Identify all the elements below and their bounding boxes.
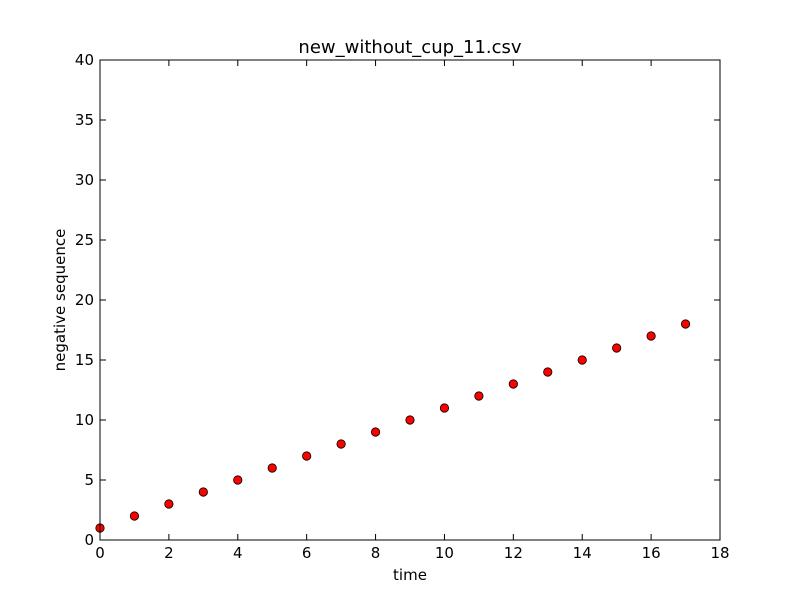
chart-title: new_without_cup_11.csv — [298, 37, 522, 58]
x-tick-label: 10 — [435, 544, 454, 562]
y-tick-label: 15 — [75, 351, 94, 369]
x-tick-label: 2 — [164, 544, 174, 562]
data-point — [164, 499, 174, 509]
data-point — [370, 427, 381, 437]
plot-area — [100, 60, 720, 540]
data-point — [508, 379, 518, 389]
tick-labels: 0 2 4 6 8 10 12 14 16 18 0 5 10 15 20 25 30 35 40 — [75, 51, 730, 562]
data-point — [405, 415, 415, 425]
x-tick-label: 4 — [233, 544, 243, 562]
y-tick-label: 30 — [75, 171, 94, 189]
y-tick-label: 35 — [75, 111, 94, 129]
plot-frame — [99, 59, 721, 541]
y-tick-label: 25 — [75, 231, 94, 249]
y-tick-label: 5 — [84, 471, 94, 489]
y-tick-label: 10 — [75, 411, 94, 429]
data-point — [198, 487, 208, 497]
y-tick-label: 20 — [75, 291, 94, 309]
data-point — [577, 355, 587, 365]
data-point — [439, 403, 450, 413]
data-point — [302, 451, 312, 461]
x-tick-label: 12 — [504, 544, 523, 562]
data-point — [336, 439, 346, 449]
data-point — [612, 343, 622, 353]
x-tick-label: 6 — [302, 544, 312, 562]
x-tick-label: 14 — [573, 544, 592, 562]
data-points — [95, 319, 691, 533]
x-tick-label: 18 — [710, 544, 729, 562]
x-tick-label: 16 — [642, 544, 661, 562]
x-axis-label: time — [393, 566, 427, 584]
x-tick-label: 8 — [371, 544, 381, 562]
data-point — [129, 511, 140, 521]
x-tick-label: 0 — [95, 544, 105, 562]
data-point — [267, 463, 277, 473]
data-point — [233, 475, 243, 485]
y-tick-label: 0 — [84, 531, 94, 549]
y-tick-label: 40 — [75, 51, 94, 69]
data-point — [543, 367, 553, 377]
data-point — [474, 391, 484, 401]
data-point — [680, 319, 691, 329]
y-axis-label: negative sequence — [51, 229, 69, 372]
data-point — [646, 331, 656, 341]
